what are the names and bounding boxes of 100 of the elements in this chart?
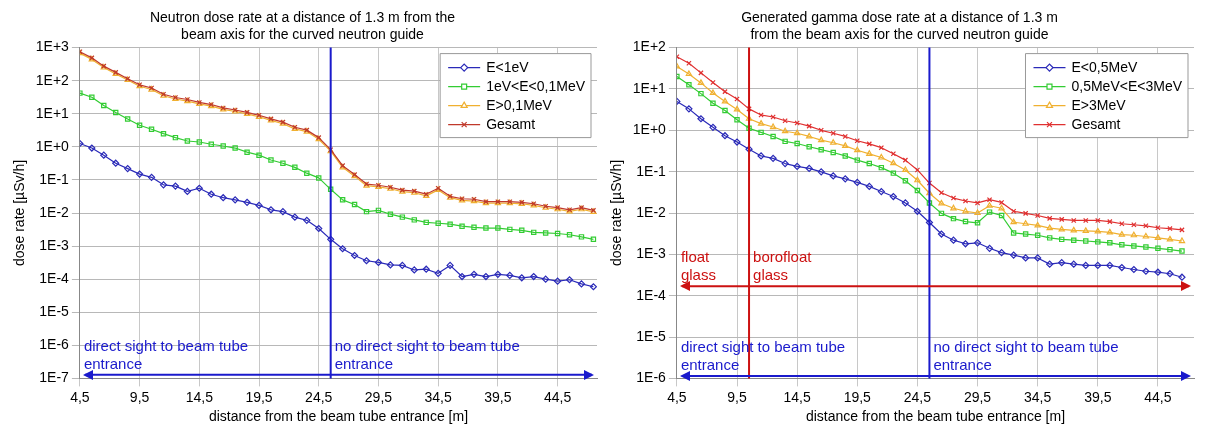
point — [1094, 261, 1102, 270]
point — [842, 153, 848, 159]
point — [124, 116, 131, 122]
y-tick-label: 1E-2 — [636, 203, 667, 220]
point — [781, 127, 789, 134]
point — [1155, 245, 1161, 252]
point — [914, 167, 921, 173]
point — [410, 266, 418, 274]
point — [733, 105, 741, 112]
point — [1179, 248, 1185, 254]
point — [101, 102, 107, 109]
ref-line-label: float glass — [680, 248, 716, 284]
point — [79, 90, 83, 96]
point — [962, 207, 969, 214]
point — [471, 224, 477, 231]
point — [866, 150, 873, 156]
point — [304, 170, 310, 176]
point — [817, 168, 825, 176]
point — [303, 216, 311, 224]
legend-label: 0,5MeV<E<3MeV — [1071, 78, 1183, 95]
point — [243, 198, 251, 206]
y-axis-title: dose rate [µSv/h] — [11, 159, 28, 267]
x-tick-label: 34,5 — [424, 388, 452, 405]
x-tick-label: 24,5 — [903, 388, 932, 405]
point — [339, 245, 347, 253]
point — [1010, 251, 1018, 259]
point — [757, 152, 765, 160]
point — [1083, 217, 1089, 224]
point — [938, 189, 945, 196]
point — [1034, 254, 1042, 262]
point — [1130, 265, 1138, 274]
point — [698, 70, 704, 76]
point — [854, 157, 860, 163]
point — [518, 274, 526, 282]
point — [805, 164, 813, 172]
point — [1167, 225, 1173, 232]
chart-title: Neutron dose rate at a distance of 1.3 m from the beam axis for the curved neutron guide — [149, 9, 456, 43]
point — [818, 127, 824, 134]
point — [219, 194, 227, 202]
point — [818, 146, 824, 153]
point — [1046, 235, 1053, 241]
point — [1155, 225, 1161, 231]
y-tick-label: 1E+2 — [632, 38, 667, 55]
point — [1106, 261, 1114, 270]
legend-label: E<0,5MeV — [1071, 59, 1138, 76]
y-tick-label: 1E+3 — [35, 38, 70, 55]
point — [183, 187, 191, 195]
ref-line-label: borofloat glass — [753, 248, 813, 284]
point — [1118, 263, 1126, 272]
point — [506, 271, 514, 279]
point — [686, 81, 692, 88]
point — [950, 204, 957, 211]
point — [482, 272, 490, 281]
point — [519, 227, 525, 234]
point — [136, 170, 144, 178]
point — [950, 195, 957, 201]
point — [890, 170, 897, 176]
y-axis-title: dose rate [µSv/h] — [608, 159, 625, 267]
point — [949, 236, 958, 244]
point — [89, 94, 95, 100]
point — [818, 136, 825, 143]
point — [578, 234, 585, 240]
point — [1119, 221, 1125, 227]
point — [159, 181, 168, 189]
point — [697, 79, 705, 86]
point — [1095, 217, 1101, 224]
point — [1082, 261, 1090, 270]
point — [316, 175, 322, 181]
point — [577, 280, 586, 288]
point — [986, 196, 993, 203]
point — [1082, 227, 1089, 233]
point — [794, 120, 800, 126]
point — [100, 151, 108, 159]
point — [890, 159, 897, 166]
point — [1167, 246, 1173, 253]
point — [411, 217, 417, 223]
point — [974, 209, 981, 216]
legend-label: Gesamt — [486, 116, 536, 133]
point — [997, 249, 1006, 257]
point — [530, 272, 538, 281]
point — [1107, 218, 1113, 225]
point — [698, 90, 704, 97]
y-tick-label: 1E-1 — [636, 162, 667, 179]
point — [877, 187, 885, 196]
point — [793, 162, 801, 170]
point — [459, 223, 465, 229]
point — [507, 226, 513, 233]
point — [998, 199, 1005, 206]
point — [709, 123, 717, 131]
point — [974, 200, 981, 206]
point — [1071, 237, 1077, 243]
x-tick-label: 19,5 — [843, 388, 872, 405]
point — [315, 224, 323, 233]
point — [866, 141, 873, 147]
point — [423, 219, 429, 226]
point — [483, 225, 489, 231]
point — [722, 88, 728, 95]
x-axis-title: distance from the beam tube entrance [m] — [208, 408, 469, 425]
point — [362, 257, 371, 265]
point — [1070, 260, 1078, 268]
